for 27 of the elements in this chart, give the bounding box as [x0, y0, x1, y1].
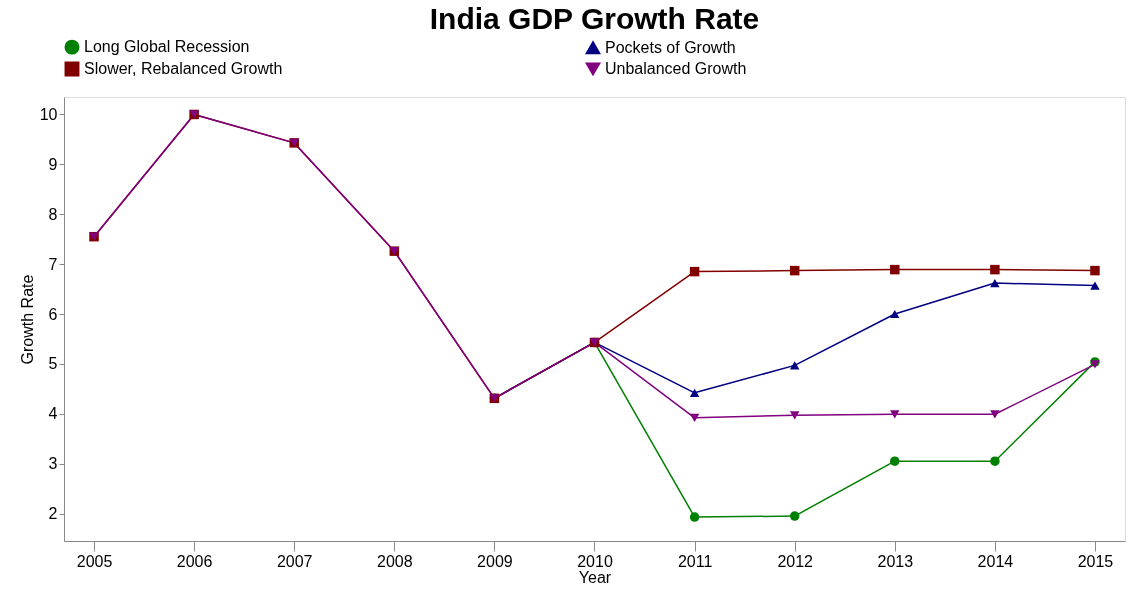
legend-label: Slower, Rebalanced Growth — [84, 60, 283, 77]
y-tick-label: 4 — [48, 405, 58, 423]
y-tick-label: 10 — [39, 105, 58, 123]
y-tick-label: 7 — [48, 255, 58, 273]
x-tick-label: 2005 — [76, 552, 113, 570]
x-tick-label: 2010 — [577, 552, 613, 570]
x-tick-label: 2009 — [477, 552, 513, 570]
x-tick-label: 2013 — [877, 552, 914, 570]
x-axis-title: Year — [578, 568, 612, 586]
legend-label: Long Global Recession — [84, 38, 250, 56]
chart-title: India GDP Growth Rate — [429, 2, 760, 35]
y-tick-label: 9 — [48, 155, 58, 173]
legend-label: Unbalanced Growth — [605, 60, 747, 77]
y-axis-title: Growth Rate — [18, 274, 36, 365]
y-tick-label: 8 — [48, 205, 58, 223]
x-tick-label: 2014 — [977, 552, 1014, 570]
y-tick-label: 3 — [48, 455, 58, 473]
x-tick-label: 2008 — [377, 552, 413, 570]
legend-label: Pockets of Growth — [605, 38, 736, 56]
y-tick-label: 6 — [48, 305, 58, 323]
x-tick-label: 2007 — [276, 552, 313, 570]
x-tick-label: 2012 — [777, 552, 814, 570]
y-tick-label: 2 — [48, 505, 58, 523]
y-tick-label: 5 — [48, 355, 58, 373]
x-tick-label: 2011 — [677, 552, 713, 570]
x-tick-label: 2015 — [1077, 552, 1114, 570]
x-tick-label: 2006 — [176, 552, 213, 570]
